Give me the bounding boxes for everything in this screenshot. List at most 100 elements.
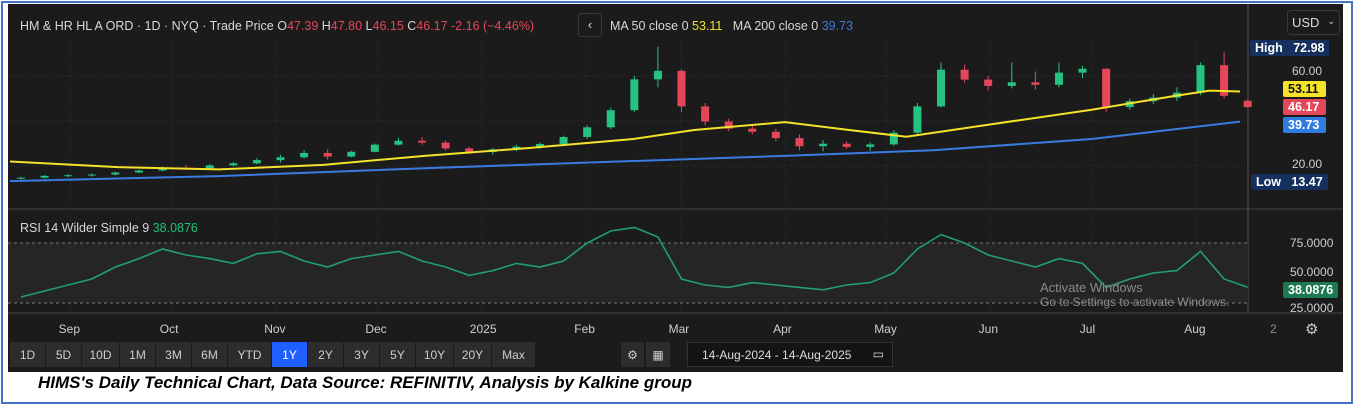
x-tick-label: Jul: [1079, 322, 1096, 336]
candle-body: [441, 142, 450, 149]
candle-body: [677, 70, 686, 107]
ma50-price-label: 53.11: [1283, 81, 1326, 97]
open-label: O: [277, 19, 287, 33]
open-value: 47.39: [286, 19, 319, 33]
settings-gear-icon[interactable]: ⚙: [621, 342, 645, 367]
low-marker: Low 13.47: [1251, 174, 1328, 190]
currency-value: USD: [1292, 15, 1320, 30]
calendar-icon: ▭: [872, 347, 884, 361]
x-tick-label: Aug: [1184, 322, 1206, 336]
chart-settings-icon[interactable]: ⚙: [1305, 321, 1319, 338]
candle-body: [323, 152, 332, 157]
high-label: H: [321, 19, 331, 33]
candle-body: [158, 167, 167, 171]
x-tick-label: Feb: [574, 322, 595, 336]
ma50-label: MA 50 close 0: [610, 19, 689, 33]
candle-body: [1220, 65, 1229, 96]
ma200-value: 39.73: [821, 19, 854, 33]
candle-body: [583, 127, 592, 137]
candle-body: [64, 175, 73, 177]
table-view-icon[interactable]: ▦: [646, 342, 671, 367]
candle-body: [300, 152, 309, 158]
collapse-legend-button[interactable]: ‹: [578, 13, 602, 37]
low-value: 46.15: [372, 19, 404, 33]
candle-body: [630, 79, 639, 111]
range-button-5y[interactable]: 5Y: [380, 342, 416, 367]
instrument-label: HM & HR HL A ORD · 1D · NYQ · Trade Pric…: [20, 19, 274, 33]
last-price-label: 46.17: [1283, 99, 1326, 115]
ma200-price-label: 39.73: [1283, 117, 1326, 133]
rsi-tick: 50.0000: [1290, 265, 1334, 279]
x-tick-label: Jun: [978, 322, 999, 336]
high-marker: High 72.98: [1250, 40, 1330, 56]
candle-body: [913, 106, 922, 133]
candle-body: [40, 175, 49, 178]
x-tick-label: Sep: [58, 322, 81, 336]
date-range-value: 14-Aug-2024 - 14-Aug-2025: [702, 348, 852, 362]
candle-body: [842, 143, 851, 147]
candle-body: [17, 177, 25, 179]
rsi-tick: 25.0000: [1290, 301, 1334, 315]
ma200-line: [9, 120, 1241, 183]
candle-body: [370, 144, 379, 152]
currency-select[interactable]: USD ⌄: [1287, 10, 1340, 35]
candle-body: [1078, 68, 1087, 73]
range-button-1m[interactable]: 1M: [120, 342, 156, 367]
range-button-10y[interactable]: 10Y: [416, 342, 454, 367]
candle-body: [87, 174, 96, 176]
date-range-picker[interactable]: 14-Aug-2024 - 14-Aug-2025 ▭: [687, 342, 893, 367]
candle-body: [1102, 68, 1111, 108]
x-tick-label: May: [874, 322, 897, 336]
candle-body: [819, 143, 828, 147]
rsi-band: [8, 243, 1248, 303]
candle-body: [535, 143, 544, 147]
candle-body: [1031, 82, 1040, 85]
candle-body: [606, 110, 615, 128]
x-tick-label: Dec: [365, 322, 387, 336]
candle-body: [889, 132, 898, 145]
ma-legend: MA 50 close 0 53.11 MA 200 close 0 39.73: [610, 19, 853, 33]
range-button-3y[interactable]: 3Y: [344, 342, 380, 367]
range-button-3m[interactable]: 3M: [156, 342, 192, 367]
candle-body: [347, 151, 356, 157]
low-label: L: [365, 19, 373, 33]
close-value: 46.17: [416, 19, 448, 33]
chart-container: [8, 4, 1343, 372]
range-button-max[interactable]: Max: [492, 342, 536, 367]
range-button-5d[interactable]: 5D: [46, 342, 82, 367]
range-button-10d[interactable]: 10D: [82, 342, 120, 367]
rsi-value: 38.0876: [152, 221, 198, 235]
range-button-6m[interactable]: 6M: [192, 342, 228, 367]
candle-body: [1196, 65, 1205, 93]
candle-body: [205, 165, 214, 169]
candle-body: [394, 140, 403, 145]
candle-body: [229, 163, 238, 166]
range-button-ytd[interactable]: YTD: [228, 342, 272, 367]
candle-body: [653, 70, 662, 80]
chart-header: HM & HR HL A ORD · 1D · NYQ · Trade Pric…: [20, 19, 534, 33]
range-button-20y[interactable]: 20Y: [454, 342, 492, 367]
candle-body: [418, 140, 427, 143]
x-tick-label: Oct: [159, 322, 179, 336]
candle-body: [748, 128, 757, 132]
candle-body: [701, 106, 710, 122]
candle-body: [937, 69, 946, 107]
chevron-down-icon: ⌄: [1327, 16, 1335, 26]
range-button-1y[interactable]: 1Y: [272, 342, 308, 367]
x-axis-overflow-label: 2: [1270, 322, 1277, 336]
candle-body: [724, 121, 733, 129]
candle-body: [984, 79, 993, 86]
candle-body: [795, 138, 804, 147]
high-value: 47.80: [330, 19, 363, 33]
candle-body: [1007, 82, 1016, 86]
range-button-2y[interactable]: 2Y: [308, 342, 344, 367]
candle-body: [559, 136, 568, 144]
rsi-tick: 75.0000: [1290, 236, 1334, 250]
candle-body: [252, 160, 261, 164]
x-tick-label: Mar: [668, 322, 690, 336]
candle-body: [111, 172, 120, 175]
windows-watermark: Activate Windows Go to Settings to activa…: [1040, 280, 1230, 309]
range-button-1d[interactable]: 1D: [10, 342, 46, 367]
ma200-label: MA 200 close 0: [732, 19, 819, 33]
